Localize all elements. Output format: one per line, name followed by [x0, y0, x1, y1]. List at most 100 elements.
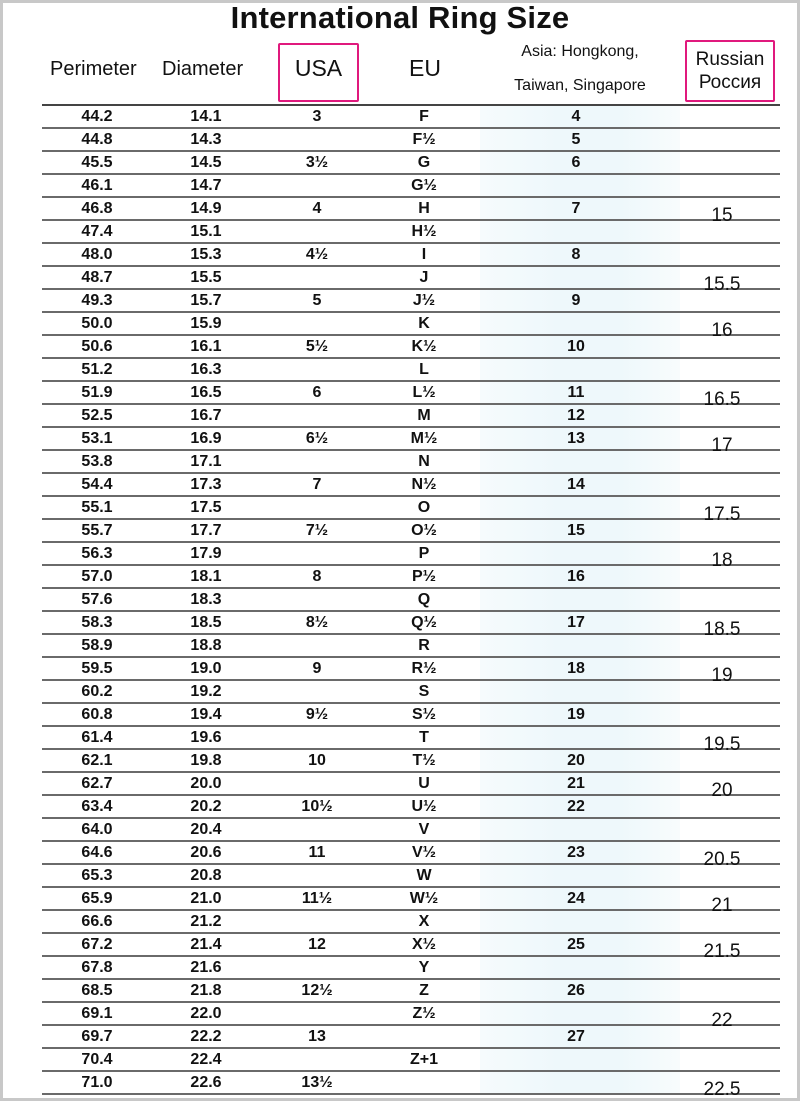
cell-russian: 22.5 [703, 1079, 741, 1100]
cell-usa: 13½ [301, 1074, 333, 1091]
cell-usa: 7½ [305, 522, 329, 539]
header-russian-line2: Россия [698, 72, 762, 93]
cell-diameter: 21.0 [190, 890, 222, 907]
table-row: 60.2 19.2 S [42, 681, 780, 704]
cell-perimeter: 50.6 [81, 338, 113, 355]
cell-eu: R [418, 637, 430, 654]
table-row: 49.3 15.7 5 J½ 9 [42, 290, 780, 313]
cell-usa: 12½ [301, 982, 333, 999]
cell-usa: 10½ [301, 798, 333, 815]
cell-perimeter: 57.6 [81, 591, 113, 608]
cell-perimeter: 70.4 [81, 1051, 113, 1068]
cell-eu: Y [418, 959, 430, 976]
cell-eu: M½ [410, 430, 438, 447]
cell-perimeter: 65.9 [81, 890, 113, 907]
cell-eu: O½ [411, 522, 437, 539]
table-row: 50.6 16.1 5½ K½ 10 [42, 336, 780, 359]
table-row: 68.5 21.8 12½ Z 26 [42, 980, 780, 1003]
cell-usa: 4½ [305, 246, 329, 263]
cell-usa: 12 [308, 936, 326, 953]
cell-diameter: 17.5 [190, 499, 222, 516]
cell-perimeter: 65.3 [81, 867, 113, 884]
cell-perimeter: 64.0 [81, 821, 113, 838]
table-row: 71.0 22.6 13½ 22.5 [42, 1072, 780, 1100]
table-row: 58.9 18.8 R [42, 635, 780, 658]
cell-diameter: 22.2 [190, 1028, 222, 1045]
table-row: 46.1 14.7 G½ [42, 175, 780, 198]
cell-perimeter: 62.1 [81, 752, 113, 769]
cell-asia: 13 [567, 430, 585, 447]
cell-perimeter: 45.5 [81, 154, 113, 171]
cell-diameter: 20.8 [190, 867, 222, 884]
cell-usa: 4 [312, 200, 322, 217]
ring-size-table: 44.2 14.1 3 F 4 44.8 14.3 F½ 5 45.5 14.5 3½ G 6 46.1 14… [42, 104, 780, 1100]
cell-russian: 20.5 [703, 849, 741, 870]
cell-usa: 5½ [305, 338, 329, 355]
cell-diameter: 15.1 [190, 223, 222, 240]
cell-perimeter: 71.0 [81, 1074, 113, 1091]
table-row: 50.0 15.9 K 16 [42, 313, 780, 341]
cell-perimeter: 64.6 [81, 844, 113, 861]
cell-usa: 7 [312, 476, 322, 493]
table-row: 67.2 21.4 12 X½ 25 21.5 [42, 934, 780, 962]
table-row: 60.8 19.4 9½ S½ 19 [42, 704, 780, 727]
cell-russian: 18.5 [703, 619, 741, 640]
cell-diameter: 21.8 [190, 982, 222, 999]
cell-diameter: 14.5 [190, 154, 222, 171]
cell-eu: I [421, 246, 427, 263]
cell-russian: 22 [711, 1010, 733, 1031]
cell-eu: T [419, 729, 429, 746]
cell-asia: 15 [567, 522, 585, 539]
cell-diameter: 21.2 [190, 913, 222, 930]
table-row: 45.5 14.5 3½ G 6 [42, 152, 780, 175]
asia-column-shading [480, 104, 680, 1094]
cell-diameter: 22.4 [190, 1051, 222, 1068]
cell-diameter: 16.5 [190, 384, 222, 401]
cell-eu: Q½ [411, 614, 437, 631]
cell-asia: 16 [567, 568, 585, 585]
cell-perimeter: 59.5 [81, 660, 113, 677]
cell-diameter: 18.3 [190, 591, 222, 608]
cell-perimeter: 55.1 [81, 499, 113, 516]
cell-russian: 21 [711, 895, 733, 916]
cell-eu: F½ [412, 131, 436, 148]
table-row: 46.8 14.9 4 H 7 15 [42, 198, 780, 226]
cell-asia: 18 [567, 660, 585, 677]
usa-highlight-box [278, 43, 359, 102]
table-row: 48.0 15.3 4½ I 8 [42, 244, 780, 267]
cell-usa: 8½ [305, 614, 329, 631]
cell-diameter: 20.4 [190, 821, 222, 838]
table-row: 48.7 15.5 J 15.5 [42, 267, 780, 295]
cell-diameter: 14.1 [190, 108, 222, 125]
cell-perimeter: 53.8 [81, 453, 113, 470]
cell-perimeter: 44.2 [81, 108, 113, 125]
cell-usa: 5 [312, 292, 322, 309]
cell-eu: P [418, 545, 430, 562]
cell-perimeter: 67.2 [81, 936, 113, 953]
table-row: 55.7 17.7 7½ O½ 15 [42, 520, 780, 543]
cell-eu: R½ [411, 660, 437, 677]
cell-diameter: 15.3 [190, 246, 222, 263]
cell-diameter: 21.6 [190, 959, 222, 976]
cell-asia: 6 [571, 154, 581, 171]
table-row: 57.0 18.1 8 P½ 16 [42, 566, 780, 589]
cell-perimeter: 58.3 [81, 614, 113, 631]
cell-perimeter: 49.3 [81, 292, 113, 309]
table-row: 44.2 14.1 3 F 4 [42, 106, 780, 129]
cell-usa: 6½ [305, 430, 329, 447]
table-row: 62.7 20.0 U 21 20 [42, 773, 780, 801]
cell-eu: W½ [409, 890, 439, 907]
cell-perimeter: 68.5 [81, 982, 113, 999]
cell-eu: U [418, 775, 430, 792]
cell-eu: H½ [411, 223, 437, 240]
cell-diameter: 14.7 [190, 177, 222, 194]
cell-russian: 19.5 [703, 734, 741, 755]
cell-perimeter: 60.8 [81, 706, 113, 723]
table-row: 66.6 21.2 X [42, 911, 780, 934]
cell-perimeter: 55.7 [81, 522, 113, 539]
cell-russian: 17 [711, 435, 733, 456]
cell-eu: F [419, 108, 429, 125]
cell-eu: T½ [412, 752, 436, 769]
cell-diameter: 19.0 [190, 660, 222, 677]
table-row: 65.3 20.8 W [42, 865, 780, 888]
